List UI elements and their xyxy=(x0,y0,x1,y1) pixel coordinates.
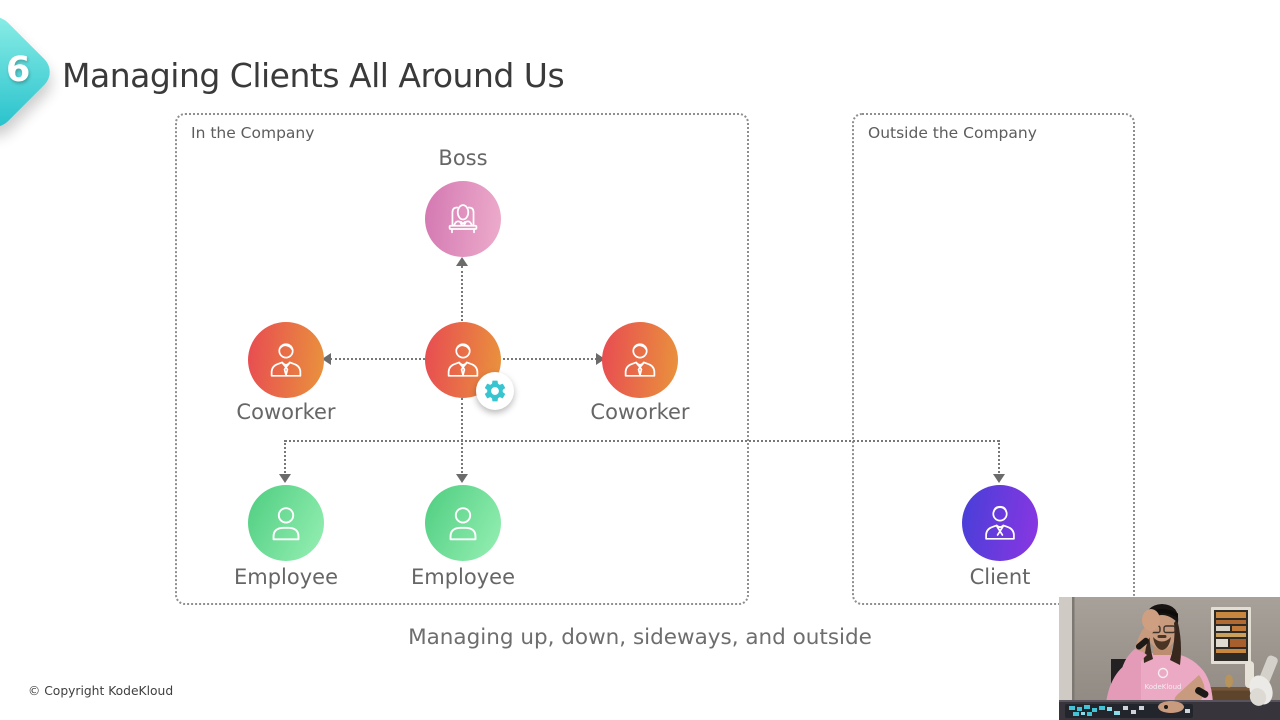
connector-down-to-employee-center xyxy=(461,440,463,476)
arrowhead-left-icon xyxy=(322,353,331,365)
employee-left-avatar xyxy=(248,485,324,561)
businessman-tie-icon xyxy=(624,343,656,377)
node-label-employee-left: Employee xyxy=(233,565,339,589)
presenter-video-frame: KodeKloud xyxy=(1059,597,1280,720)
node-label-coworker-right: Coworker xyxy=(590,400,690,424)
businessman-tie-icon xyxy=(270,343,302,377)
page-title: Managing Clients All Around Us xyxy=(62,56,565,95)
businessman-tie-icon xyxy=(447,343,479,377)
slide-caption: Managing up, down, sideways, and outside xyxy=(408,625,872,650)
node-label-boss: Boss xyxy=(438,146,488,170)
node-label-coworker-left: Coworker xyxy=(236,400,336,424)
connector-down-to-employee-left xyxy=(284,440,286,476)
group-label: Outside the Company xyxy=(868,124,1037,142)
coworker-left-avatar xyxy=(248,322,324,398)
person-outline-icon xyxy=(272,507,300,541)
person-outline-icon xyxy=(449,507,477,541)
microphone-icon xyxy=(1249,655,1278,706)
arrowhead-right-icon xyxy=(596,353,605,365)
client-avatar xyxy=(962,485,1038,561)
employee-center-avatar xyxy=(425,485,501,561)
arrowhead-down-icon xyxy=(993,474,1005,483)
wall-poster xyxy=(1211,607,1251,664)
connector-left-to-coworker xyxy=(330,358,425,360)
boss-at-desk-icon xyxy=(448,204,478,234)
businessman-suit-icon xyxy=(985,505,1015,540)
group-label: In the Company xyxy=(191,124,315,142)
arrowhead-up-icon xyxy=(456,257,468,266)
node-label-client: Client xyxy=(969,565,1031,589)
node-label-employee-center: Employee xyxy=(410,565,516,589)
shirt-logo-icon xyxy=(1157,667,1169,679)
presenter-webcam: KodeKloud xyxy=(1059,597,1280,720)
connector-down-from-center xyxy=(461,398,463,441)
connector-horizontal-bus xyxy=(285,440,999,442)
gear-icon xyxy=(484,380,506,402)
arrowhead-down-icon xyxy=(456,474,468,483)
slide-number: 6 xyxy=(6,50,31,90)
shirt-logo-text: KodeKloud xyxy=(1145,683,1182,691)
coworker-right-avatar xyxy=(602,322,678,398)
arrowhead-down-icon xyxy=(279,474,291,483)
connector-right-to-coworker xyxy=(503,358,597,360)
group-box-outside-the-company: Outside the Company xyxy=(852,113,1135,605)
copyright-notice: © Copyright KodeKloud xyxy=(28,684,174,698)
connector-down-to-client xyxy=(998,440,1000,476)
boss-avatar xyxy=(425,181,501,257)
gear-badge xyxy=(476,372,514,410)
trophy xyxy=(1225,674,1233,688)
connector-up-to-boss xyxy=(461,266,463,321)
center-person-avatar xyxy=(425,322,501,398)
group-box-in-the-company: In the Company xyxy=(175,113,749,605)
desk xyxy=(1059,700,1280,720)
